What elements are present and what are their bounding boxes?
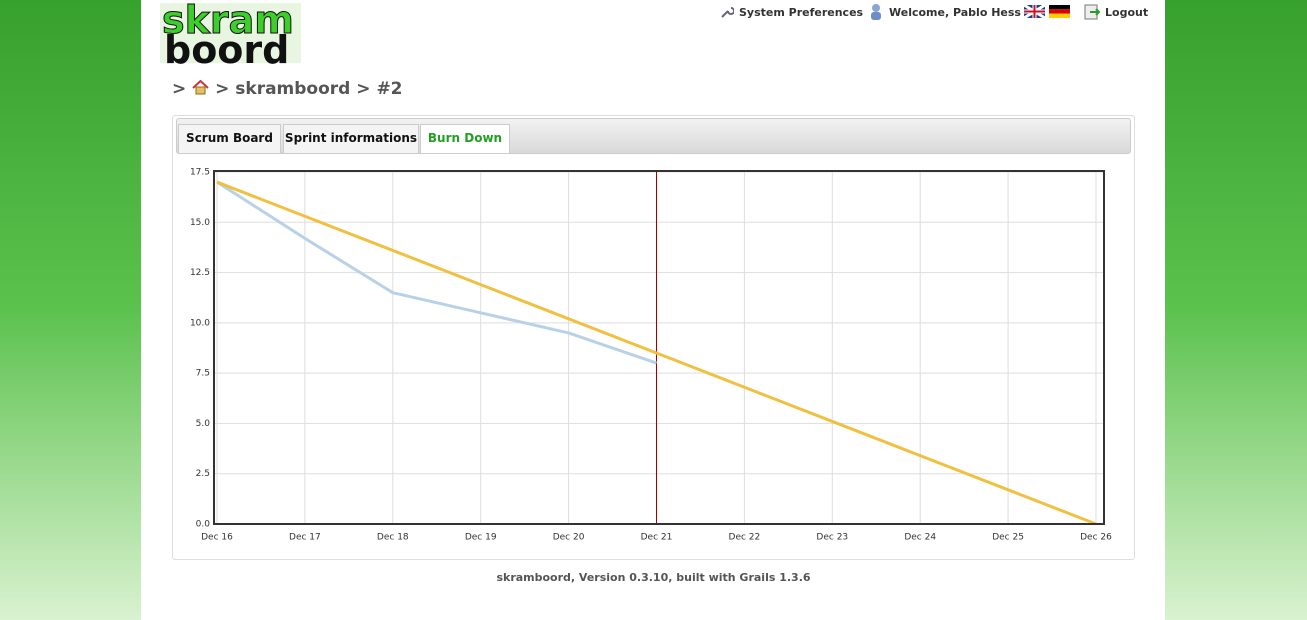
x-tick-label: Dec 25 [992,533,1024,543]
x-tick-label: Dec 19 [465,533,497,543]
flags[interactable] [1024,5,1070,18]
x-tick-label: Dec 18 [377,533,409,543]
nav-link[interactable]: Logout [1105,6,1149,19]
breadcrumb-separator: > [356,79,371,99]
x-tick-label: Dec 16 [201,533,233,543]
nav-user: Welcome, Pablo Hess [889,6,1021,19]
x-tick-label: Dec 24 [904,533,936,543]
logo-top: skram [162,0,295,42]
y-tick-label: 10.0 [190,318,210,328]
home-icon[interactable] [192,79,209,95]
breadcrumb-item: #2 [376,79,403,99]
footer: skramboord, Version 0.3.10, built with G… [496,571,811,584]
plot-frame [213,170,1105,525]
x-tick-label: Dec 17 [289,533,321,543]
logo-bottom: boord [164,28,290,72]
user-icon [871,4,881,20]
series-line [216,180,657,365]
breadcrumb-separator: > [172,79,187,99]
x-tick-label: Dec 26 [1080,533,1112,543]
logo[interactable]: skram boord [160,0,301,72]
tab[interactable]: Burn Down [420,124,510,153]
chart: 0.0 2.5 5.0 7.5 10.0 12.5 15.0 17.5 Dec 16 Dec 17… [190,168,1112,543]
nav-link[interactable]: System Preferences [739,6,864,19]
background-right [1165,0,1307,620]
breadcrumb: > > skramboord > #2 [172,79,403,99]
y-tick-label: 15.0 [190,218,210,228]
y-tick-label: 7.5 [196,369,210,379]
breadcrumb-item[interactable]: skramboord [235,79,351,99]
y-tick-label: 17.5 [190,168,210,178]
y-tick-label: 0.0 [196,520,211,530]
y-tick-label: 12.5 [190,268,210,278]
y-tick-label: 5.0 [196,419,211,429]
x-tick-label: Dec 22 [729,533,761,543]
x-tick-label: Dec 20 [553,533,585,543]
tab[interactable]: Sprint informations [283,124,419,153]
plot-area [214,171,1104,524]
x-tick-label: Dec 23 [816,533,848,543]
logout-icon [1084,4,1100,20]
series-line [216,180,1097,526]
x-tick-label: Dec 21 [641,533,673,543]
wrench-icon [721,7,734,18]
breadcrumb-separator: > [215,79,230,99]
background-left [0,0,141,620]
panel [172,115,1135,560]
y-tick-label: 2.5 [196,469,210,479]
tab[interactable]: Scrum Board [178,124,281,153]
